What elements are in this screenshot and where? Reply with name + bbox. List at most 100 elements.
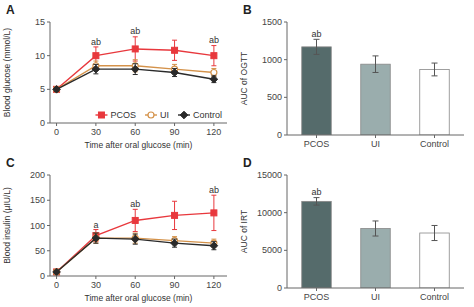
legend-marker xyxy=(98,112,104,118)
x-tick xyxy=(434,288,435,291)
point xyxy=(92,234,100,242)
point xyxy=(93,53,99,59)
x-tick xyxy=(174,276,175,279)
x-tick-label: 90 xyxy=(170,127,180,137)
series xyxy=(54,195,217,275)
y-tick xyxy=(47,200,50,201)
point xyxy=(54,86,60,92)
series xyxy=(54,233,217,275)
y-tick xyxy=(284,250,287,251)
x-tick xyxy=(375,135,376,138)
y-tick xyxy=(284,59,287,60)
y-tick xyxy=(284,288,287,289)
panel: BAUC of OGTT050010001500PCOSUIControlab xyxy=(239,3,464,149)
panel-title: A xyxy=(6,3,15,17)
point xyxy=(54,86,60,92)
error-bar xyxy=(172,201,177,229)
point xyxy=(171,239,179,247)
legend-label: UI xyxy=(160,110,169,120)
x-tick xyxy=(375,288,376,291)
x-tick-label: Control xyxy=(420,292,449,302)
point xyxy=(93,235,99,241)
point xyxy=(210,75,218,83)
y-tick-label: 500 xyxy=(267,92,282,102)
series-line xyxy=(57,213,214,272)
series xyxy=(53,233,218,276)
x-axis xyxy=(50,123,227,124)
y-tick xyxy=(47,22,50,23)
legend-marker xyxy=(148,112,154,118)
x-axis-label: Time after oral glucose (min) xyxy=(85,140,193,150)
bar xyxy=(420,69,450,135)
y-tick xyxy=(47,276,50,277)
y-tick-label: 100 xyxy=(30,221,45,231)
x-tick xyxy=(56,276,57,279)
x-tick-label: PCOS xyxy=(304,292,330,302)
error-bar xyxy=(373,56,379,73)
panel-title: C xyxy=(6,156,15,170)
error-bar xyxy=(211,46,216,66)
panel: ABlood glucose (mmol/L)0510150306090120T… xyxy=(2,3,227,150)
x-tick xyxy=(174,123,175,126)
y-tick-label: 0 xyxy=(277,283,282,293)
x-axis xyxy=(50,276,227,277)
y-tick-label: 10 xyxy=(35,51,45,61)
y-tick xyxy=(284,175,287,176)
bar xyxy=(361,64,391,135)
y-tick xyxy=(47,175,50,176)
y-tick xyxy=(47,225,50,226)
point xyxy=(132,217,138,223)
x-tick xyxy=(316,135,317,138)
point xyxy=(131,235,139,243)
bar xyxy=(361,228,391,288)
point xyxy=(211,70,217,76)
error-bar xyxy=(314,39,320,54)
x-tick-label: 120 xyxy=(206,280,221,290)
x-tick-label: 90 xyxy=(170,280,180,290)
y-tick-label: 1500 xyxy=(262,17,282,27)
x-tick-label: 120 xyxy=(206,127,221,137)
y-axis xyxy=(287,22,288,135)
y-axis xyxy=(287,175,288,288)
x-tick xyxy=(135,123,136,126)
error-bar xyxy=(432,63,438,76)
error-bar xyxy=(432,225,438,240)
point xyxy=(211,210,217,216)
panel-title: B xyxy=(243,3,252,17)
x-tick xyxy=(434,135,435,138)
x-tick-label: 0 xyxy=(54,280,59,290)
x-tick xyxy=(213,276,214,279)
y-tick xyxy=(284,135,287,136)
y-tick xyxy=(284,97,287,98)
series xyxy=(53,64,218,93)
plot-area xyxy=(53,195,218,276)
y-axis-label: Blood glucose (mmol/L) xyxy=(2,28,12,117)
x-tick-label: 60 xyxy=(130,280,140,290)
plot-area xyxy=(53,37,218,93)
point xyxy=(54,269,60,275)
y-tick-label: 0 xyxy=(277,130,282,140)
x-tick xyxy=(213,123,214,126)
legend: PCOSUIControl xyxy=(95,110,222,120)
annotation: ab xyxy=(209,185,219,195)
y-tick-label: 50 xyxy=(35,246,45,256)
error-bar xyxy=(211,195,216,230)
point xyxy=(172,212,178,218)
x-tick-label: Control xyxy=(420,139,449,149)
annotation: ab xyxy=(130,26,140,36)
y-tick xyxy=(284,22,287,23)
plot-area xyxy=(302,198,450,288)
y-tick-label: 1000 xyxy=(262,55,282,65)
bar xyxy=(302,47,332,135)
x-tick-label: 30 xyxy=(91,127,101,137)
panel: DAUC of IRT050001000015000PCOSUIControla… xyxy=(239,156,464,302)
x-tick xyxy=(316,288,317,291)
panel-title: D xyxy=(243,156,252,170)
y-tick xyxy=(47,250,50,251)
x-tick-label: UI xyxy=(371,292,380,302)
error-bar xyxy=(373,221,379,236)
point xyxy=(210,242,218,250)
bar xyxy=(420,233,450,288)
x-tick-label: 60 xyxy=(130,127,140,137)
point xyxy=(132,46,138,52)
